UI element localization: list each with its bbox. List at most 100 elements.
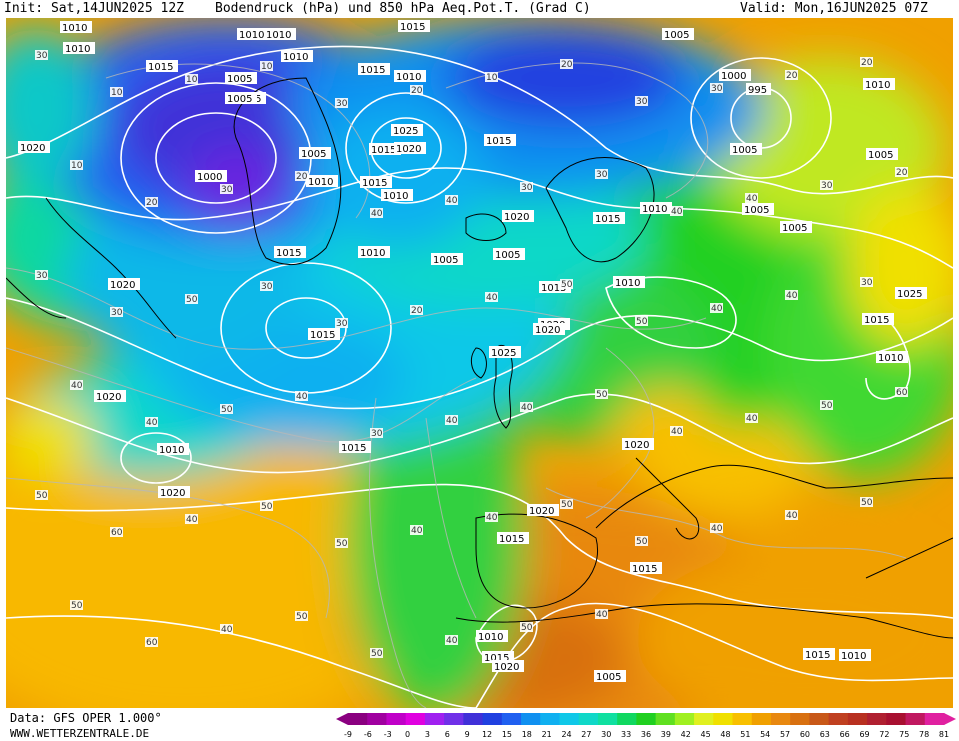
pressure-label: 1010 [878,353,903,364]
colorbar-swatch [674,713,695,725]
theta-label: 60 [896,388,908,398]
pressure-label: 1010 [62,23,87,34]
colorbar-tick: 51 [740,730,750,739]
pressure-label: 1020 [110,280,135,291]
colorbar-tick: 33 [621,730,631,739]
theta-label: 40 [746,414,758,424]
pressure-label-box [158,486,190,498]
theta-contours [6,62,907,708]
pressure-label-box [730,143,762,155]
colorbar-tick: 69 [859,730,869,739]
pressure-label: 1020 [96,392,121,403]
pressure-label: 1010 [283,52,308,63]
colorbar-swatch [713,713,734,725]
theta-label: 30 [36,271,48,281]
colorbar-swatch [732,713,753,725]
theta-label: 40 [521,403,533,413]
pressure-label-box [398,20,430,32]
theta-label-box [70,380,83,390]
colorbar-swatch [809,713,830,725]
theta-label: 20 [896,168,908,178]
data-source: Data: GFS OPER 1.000° [10,711,162,725]
pressure-label: 1020 [494,662,519,673]
theta-label-box [70,160,83,170]
pressure-label: 1005 [301,149,326,160]
pressure-label: 1015 [360,65,385,76]
pressure-label-box [381,189,413,201]
colorbar-tick: 12 [482,730,492,739]
theta-label: 50 [371,649,383,659]
pressure-label-box [622,438,654,450]
theta-label: 40 [146,418,158,428]
colorbar-swatch [367,713,387,725]
pressure-label-box [225,72,257,84]
pressure-label: 1010 [396,72,421,83]
colorbar-tick: 48 [720,730,730,739]
pressure-label-box [146,60,178,72]
init-time: Init: Sat,14JUN2025 12Z [4,1,185,16]
colorbar-tick: 27 [581,730,591,739]
map-footer: Data: GFS OPER 1.000° WWW.WETTERZENTRALE… [0,708,959,741]
theta-label-box [485,512,498,522]
colorbar-swatch [847,713,868,725]
theta-label: 40 [596,610,608,620]
colorbar-tick: 57 [780,730,790,739]
pressure-label: 1005 [664,30,689,41]
pressure-label-box [476,630,508,642]
theta-label: 40 [446,416,458,426]
theta-label: 30 [111,308,123,318]
colorbar-tick: -6 [364,730,372,739]
pressure-label-box [780,221,812,233]
pressure-label-box [594,670,626,682]
pressure-label-box [613,276,645,288]
theta-label-box [335,538,348,548]
pressure-label: 1015 [541,283,566,294]
pressure-label-box [484,134,516,146]
theta-label: 30 [371,429,383,439]
theta-label: 40 [446,636,458,646]
pressure-label-box [108,278,140,290]
colorbar-tick: 9 [465,730,470,739]
colorbar-swatch [463,713,484,725]
colorbar-swatch [751,713,772,725]
map-header: Init: Sat,14JUN2025 12Z Bodendruck (hPa)… [0,0,959,18]
pressure-label-box [358,63,390,75]
theta-label-box [445,635,458,645]
pressure-label-box [876,351,908,363]
colorbar-swatch [540,713,560,725]
colorbar-tick: -3 [384,730,392,739]
theta-label: 10 [71,161,83,171]
theta-label-box [295,611,308,621]
pressure-label: 1005 [782,223,807,234]
theta-label: 30 [261,282,273,292]
pressure-label: 1010 [642,204,667,215]
pressure-label: 1010 [65,44,90,55]
pressure-label: 1015 [148,62,173,73]
pressure-label: 1010 [360,248,385,259]
pressure-label-box [839,649,871,661]
theta-label-box [145,637,158,647]
colorbar-swatch [828,713,849,725]
theta-label: 50 [636,317,648,327]
theta-label-box [860,497,873,507]
pressure-label: 1005 [227,74,252,85]
theta-label-box [145,417,158,427]
colorbar-swatch [886,713,907,725]
pressure-label-box [803,648,835,660]
pressure-label: 1010 [841,651,866,662]
theta-label: 40 [186,515,198,525]
theta-label-box [710,83,723,93]
pressure-label-box [593,212,625,224]
pressure-label: 1015 [362,178,387,189]
pressure-label-box [237,28,269,40]
theta-label-box [260,501,273,511]
theta-label-box [820,180,833,190]
theta-label: 40 [671,427,683,437]
theta-label: 50 [821,401,833,411]
colorbar-swatch [482,713,503,725]
pressure-label: 1010 [266,30,291,41]
pressure-label-box [895,287,927,299]
pressure-label: 1025 [491,348,516,359]
weather-map: 1010101010151010101010101005101510001005… [6,18,953,708]
pressure-label-box [225,92,257,104]
